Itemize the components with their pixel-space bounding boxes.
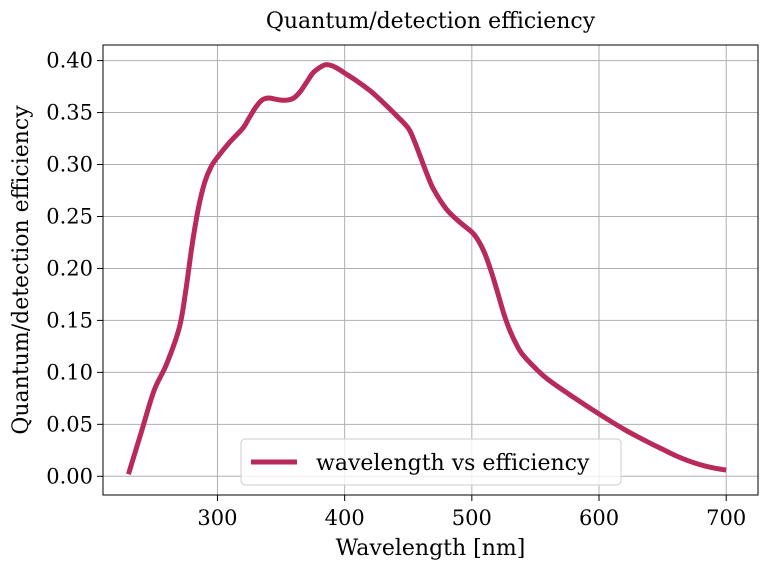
- plot-frame: [102, 44, 759, 496]
- y-axis-title: Quantum/detection efficiency: [9, 105, 34, 435]
- x-tick-label: 600: [579, 506, 619, 530]
- series-line: [126, 62, 727, 475]
- y-tick-label: 0.05: [46, 412, 93, 436]
- legend: wavelength vs efficiency: [240, 438, 622, 486]
- y-tick-label: 0.15: [46, 308, 93, 332]
- ticks: 300 400 500 600 700 0.00 0.05 0.10 0.15 0.20 0.25 0…: [46, 49, 746, 530]
- y-tick-label: 0.30: [46, 153, 93, 177]
- y-tick-label: 0.10: [46, 360, 93, 384]
- y-tick-label: 0.25: [46, 204, 93, 228]
- x-tick-label: 300: [197, 506, 237, 530]
- x-axis-title: Wavelength [nm]: [336, 536, 526, 561]
- y-tick-label: 0.20: [46, 256, 93, 280]
- x-tick-label: 700: [706, 506, 746, 530]
- series-layer: [126, 62, 727, 475]
- x-tick-label: 500: [452, 506, 492, 530]
- x-tick-label: 400: [325, 506, 365, 530]
- y-tick-label: 0.40: [46, 49, 93, 73]
- legend-label: wavelength vs efficiency: [316, 451, 590, 476]
- legend-box: [240, 438, 622, 486]
- grid: [103, 45, 758, 495]
- chart-title: Quantum/detection efficiency: [266, 9, 596, 34]
- y-tick-label: 0.00: [46, 464, 93, 488]
- y-tick-label: 0.35: [46, 101, 93, 125]
